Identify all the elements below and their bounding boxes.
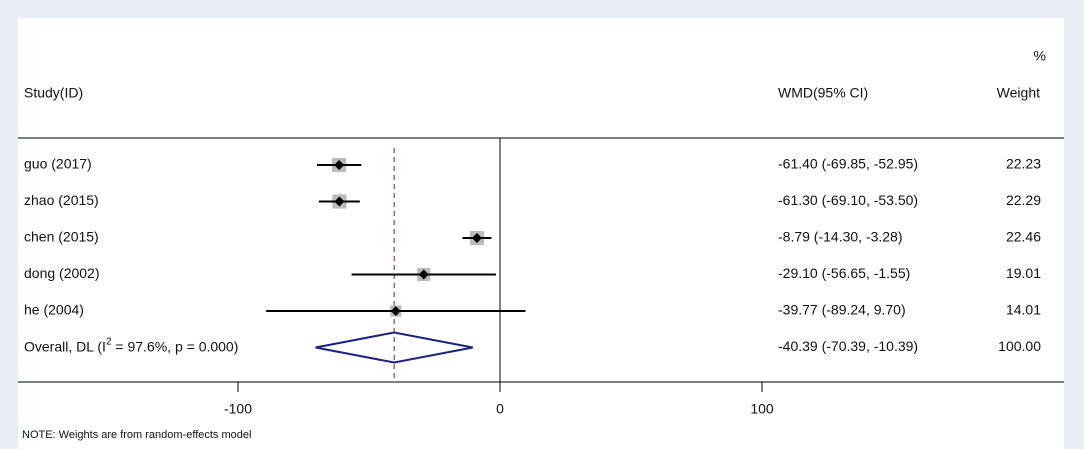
plot-background — [18, 18, 1064, 449]
effect-label: -8.79 (-14.30, -3.28) — [778, 229, 903, 245]
effect-label: -61.30 (-69.10, -53.50) — [778, 192, 918, 208]
point-estimate — [471, 233, 482, 243]
weight-header: Weight — [997, 85, 1040, 101]
overall-label-part: Overall, DL (I — [24, 338, 106, 354]
x-tick-label: 100 — [750, 401, 774, 417]
study-name: zhao (2015) — [24, 192, 99, 208]
effect-header: WMD(95% CI) — [778, 85, 868, 101]
point-estimate — [418, 269, 429, 280]
overall-label: Overall, DL (I2 = 97.6%, p = 0.000) — [24, 336, 238, 354]
weight-label: 19.01 — [1006, 265, 1041, 281]
point-estimate — [390, 306, 401, 316]
study-name: chen (2015) — [24, 229, 99, 245]
x-tick-label: 0 — [496, 401, 504, 417]
weight-label: 22.29 — [1006, 192, 1041, 208]
study-name: dong (2002) — [24, 265, 100, 281]
effect-label: -61.40 (-69.85, -52.95) — [778, 156, 918, 172]
weight-label: 14.01 — [1006, 302, 1041, 318]
point-estimate — [334, 160, 345, 170]
effect-label: -29.10 (-56.65, -1.55) — [778, 265, 910, 281]
study-name: guo (2017) — [24, 156, 92, 172]
weight-unit: % — [1034, 48, 1046, 64]
weight-label: 22.23 — [1006, 156, 1041, 172]
overall-label-part: = 97.6%, p = 0.000) — [112, 338, 239, 354]
effect-label: -39.77 (-89.24, 9.70) — [778, 302, 906, 318]
point-estimate — [334, 196, 345, 207]
x-tick-label: -100 — [224, 401, 252, 417]
study-header: Study(ID) — [24, 85, 83, 101]
note: NOTE: Weights are from random-effects mo… — [22, 429, 251, 441]
effect-label: -40.39 (-70.39, -10.39) — [778, 338, 918, 354]
weight-label: 22.46 — [1006, 229, 1041, 245]
study-name: he (2004) — [24, 302, 84, 318]
superscript: 2 — [106, 336, 112, 347]
weight-label: 100.00 — [998, 338, 1041, 354]
overall-diamond — [315, 331, 473, 364]
